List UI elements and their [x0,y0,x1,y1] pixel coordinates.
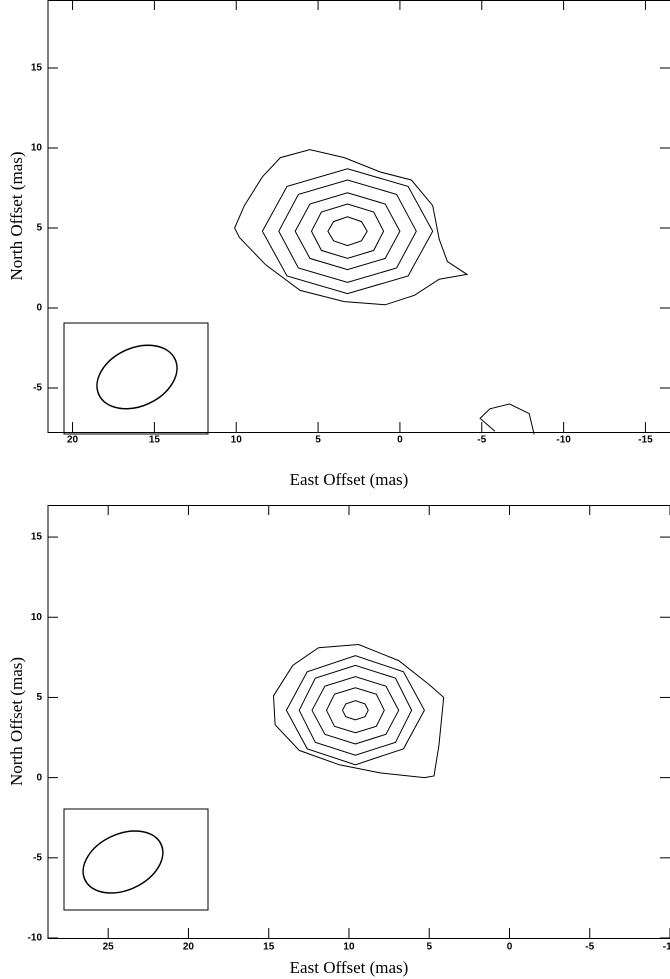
contour [479,403,535,435]
y-tick-label: -5 [33,383,42,394]
contour [310,203,385,259]
y-tick-label: 0 [36,772,42,783]
x-tick-label: 5 [315,435,321,446]
beam-inset [63,322,209,911]
y-tick-label: 5 [36,223,42,234]
x-tick-label: 0 [397,435,403,446]
contour [341,700,369,721]
beam-ellipse [96,344,178,410]
plot-frame [47,0,670,433]
x-tick-label: 20 [183,942,195,953]
y-tick-label: 10 [31,612,43,623]
plot-frame [47,505,670,939]
x-tick-label: -5 [585,942,594,953]
x-tick-label: 10 [343,942,355,953]
contour [298,664,413,756]
beam-box [63,808,209,911]
y-axis-label: North Offset (mas) [7,657,26,786]
y-tick-label: -5 [33,852,42,863]
beam-ellipse [82,830,164,894]
x-axis-label: East Offset (mas) [290,470,409,489]
x-tick-label: 25 [103,942,115,953]
y-tick-label: 10 [31,143,43,154]
y-tick-label: -10 [28,933,43,944]
x-tick-label: 10 [231,435,243,446]
y-tick-label: 15 [31,532,43,543]
contour [327,216,368,247]
contour [294,192,401,271]
x-tick-label: 5 [426,942,432,953]
y-axis-label: North Offset (mas) [7,151,26,280]
x-axis-label: East Offset (mas) [290,958,409,977]
x-tick-label: -5 [477,435,486,446]
x-tick-label: -10 [556,435,571,446]
contour [272,643,445,779]
beam-box [63,322,209,435]
contour [278,179,417,283]
y-tick-label: 15 [31,63,43,74]
x-tick-label: -15 [638,435,653,446]
panel: 25 20 15 10 5 0 -5 -10 15 10 5 0 -5 -10 East Offset (m… [7,505,670,977]
x-tick-label: -10 [663,942,670,953]
x-tick-label: 15 [149,435,161,446]
contour [261,168,434,295]
contour [285,655,425,766]
contour [325,687,385,734]
x-tick-label: 15 [263,942,275,953]
y-tick-label: 0 [36,303,42,314]
contour [311,676,400,745]
y-tick-label: 5 [36,692,42,703]
contour [234,149,469,306]
x-tick-label: 0 [507,942,513,953]
panel: 20 15 10 5 0 -5 -10 -15 15 10 5 0 -5 East Offset (mas… [7,0,670,489]
x-tick-label: 20 [67,435,79,446]
